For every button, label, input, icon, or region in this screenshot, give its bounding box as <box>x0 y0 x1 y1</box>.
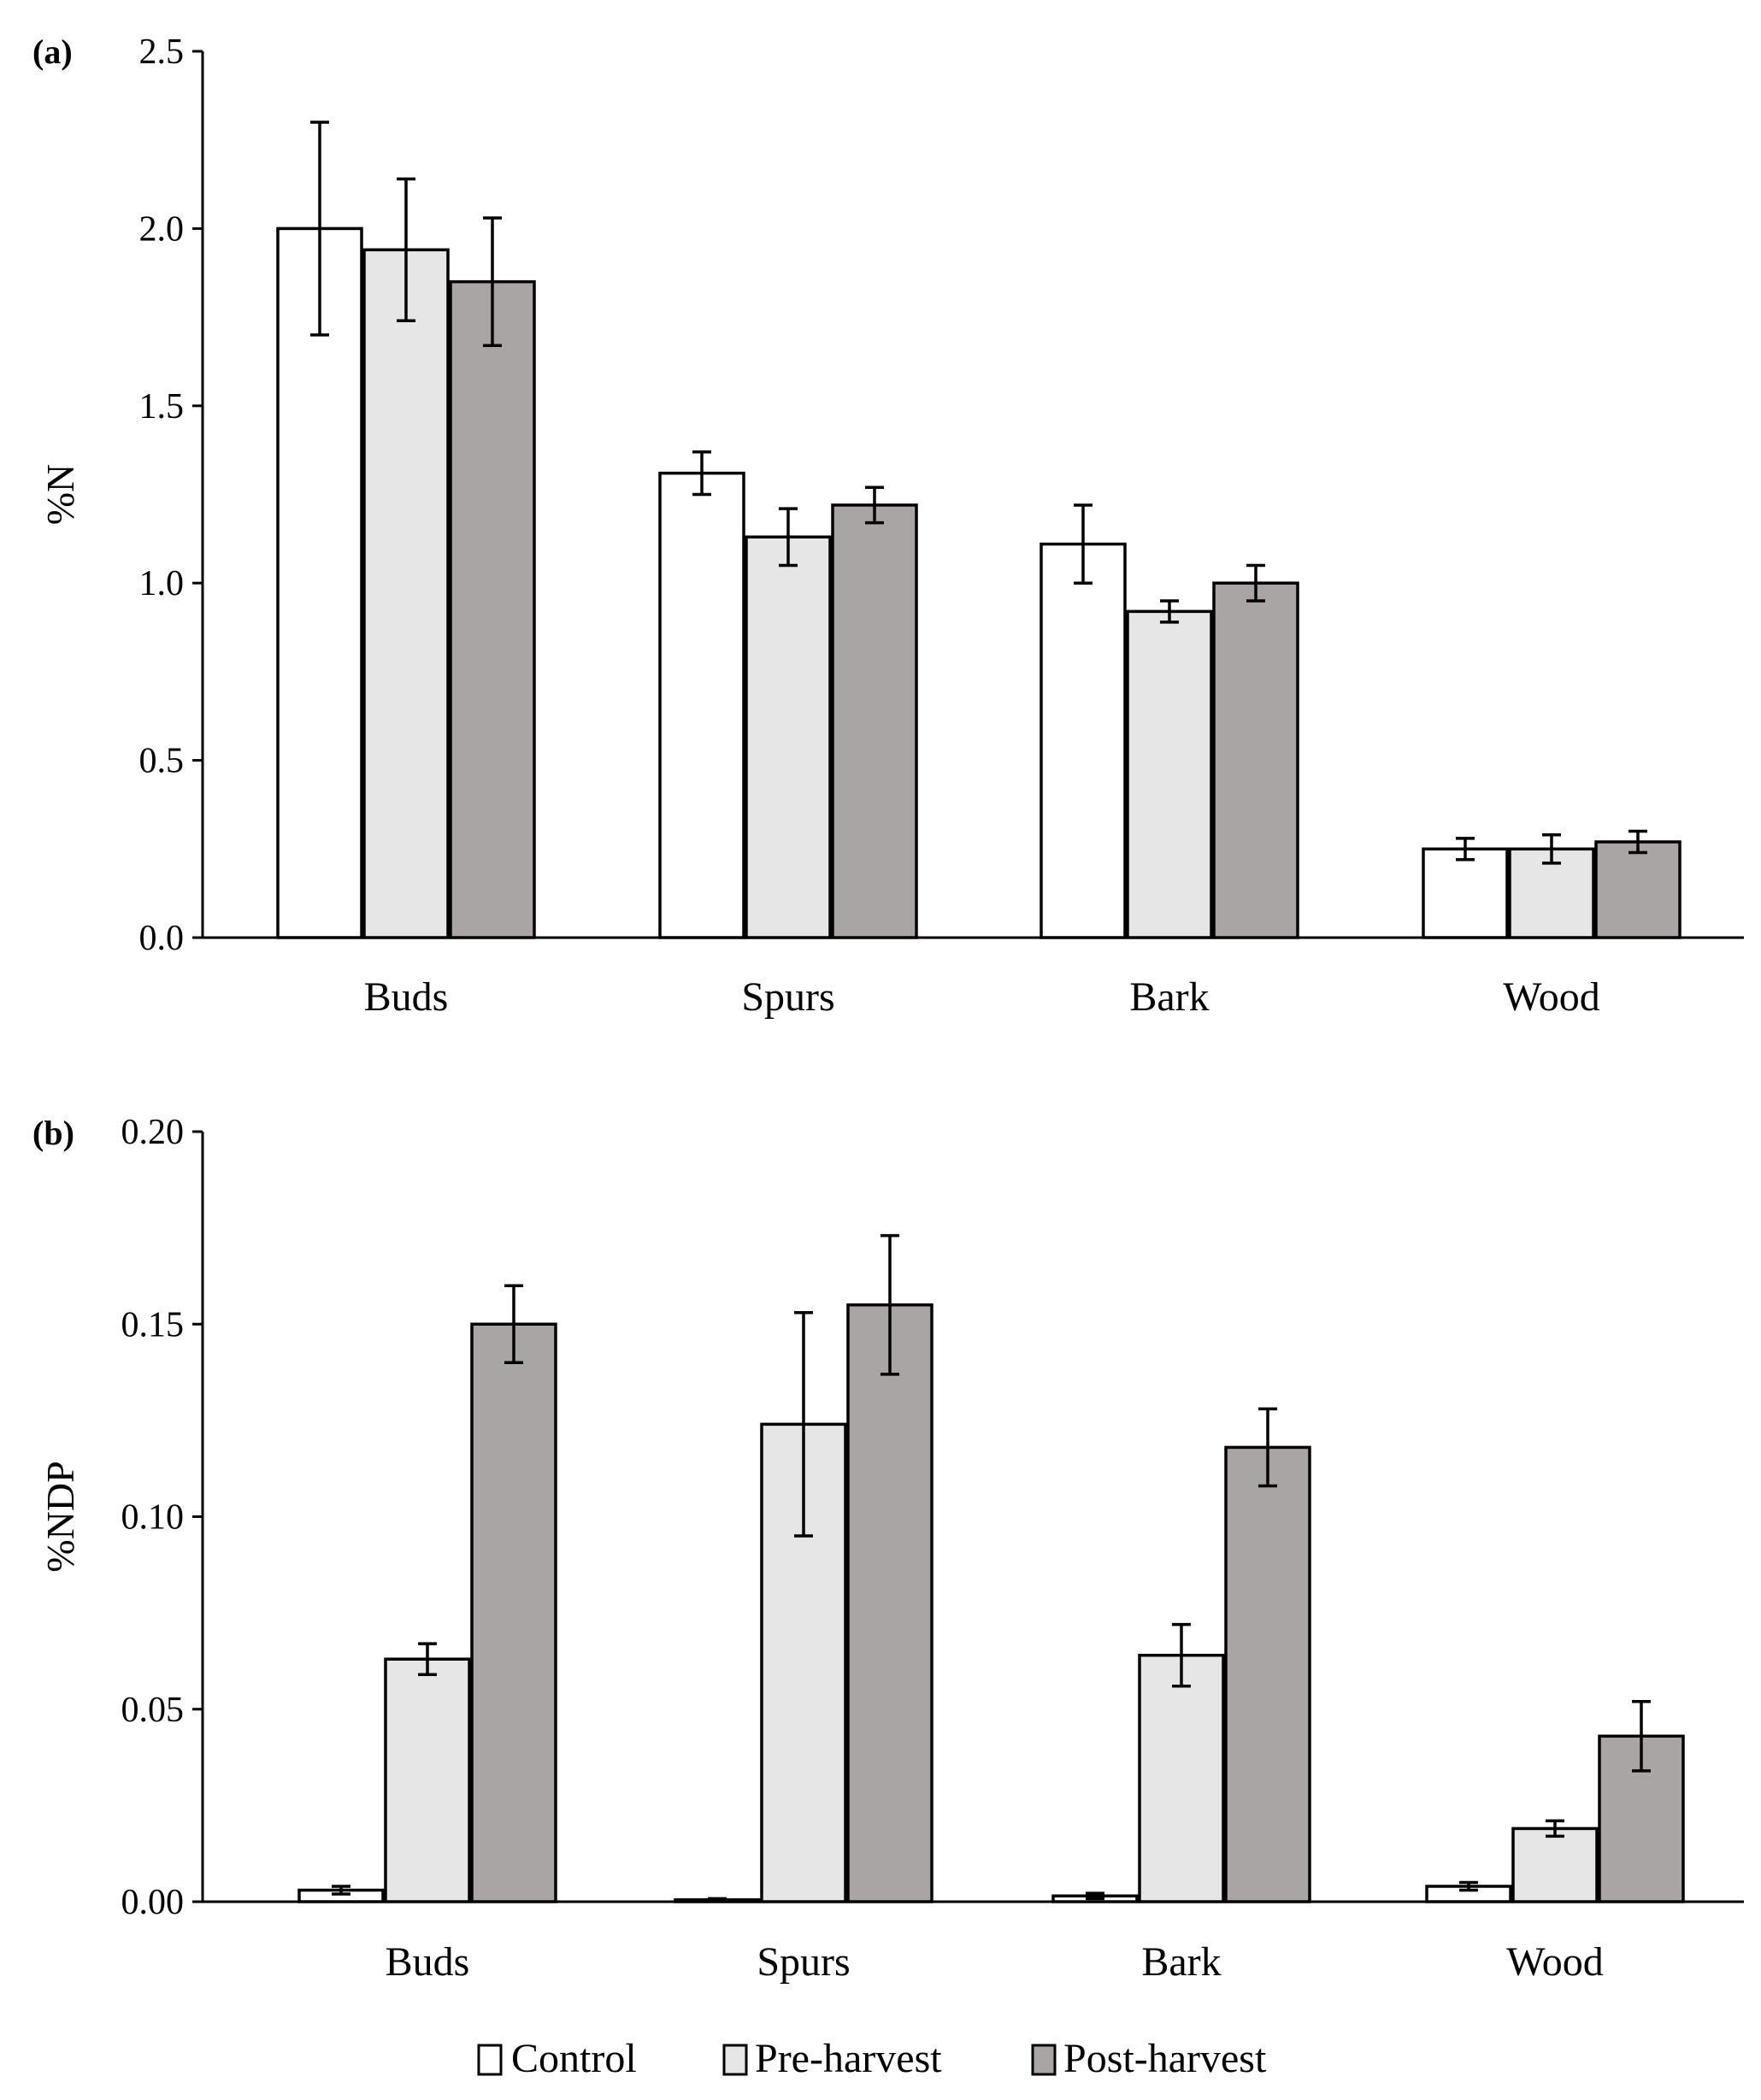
error-bar-b-buds-post-harvest <box>504 1284 523 1365</box>
bar-a-bark-pre-harvest <box>1126 609 1213 939</box>
bar-a-spurs-post-harvest <box>831 503 918 939</box>
legend: Control Pre-harvest Post-harvest <box>477 2036 1267 2081</box>
error-bar-b-spurs-control <box>708 1897 727 1903</box>
x-category-label-b-bark: Bark <box>1141 1939 1221 1985</box>
x-category-label-b-wood: Wood <box>1506 1939 1603 1985</box>
y-tick-label-b-2: 0.10 <box>121 1498 185 1538</box>
error-bar-a-wood-control <box>1456 837 1475 862</box>
legend-swatch-pre-harvest <box>722 2044 748 2076</box>
error-bar-b-spurs-post-harvest <box>880 1233 899 1376</box>
y-tick-label-b-1: 0.05 <box>121 1691 185 1730</box>
legend-swatch-post-harvest <box>1031 2044 1057 2076</box>
error-bar-b-bark-post-harvest <box>1258 1407 1277 1488</box>
x-category-label-a-wood: Wood <box>1503 974 1599 1020</box>
bar-b-wood-pre-harvest <box>1511 1826 1599 1903</box>
bar-a-bark-post-harvest <box>1212 581 1299 939</box>
panel-a-chart: (a) %N 0.0 0.5 1.0 1.5 2.0 2.5 Buds Spurs Bark Wood <box>32 32 1744 1020</box>
error-bar-b-bark-pre-harvest <box>1172 1622 1191 1688</box>
error-bar-a-buds-post-harvest <box>483 216 502 348</box>
legend-label-pre-harvest: Pre-harvest <box>755 2036 942 2081</box>
error-bar-b-wood-control <box>1459 1880 1478 1892</box>
error-bar-a-spurs-pre-harvest <box>779 507 798 568</box>
error-bar-b-wood-pre-harvest <box>1546 1819 1564 1838</box>
y-axis-label-a: %N <box>38 464 82 526</box>
x-category-label-a-bark: Bark <box>1129 974 1209 1020</box>
bar-a-wood-control <box>1422 847 1509 939</box>
y-tick-label-a-2: 1.0 <box>139 564 185 603</box>
bar-b-bark-post-harvest <box>1224 1445 1311 1903</box>
x-category-label-a-spurs: Spurs <box>741 974 834 1020</box>
error-bar-a-buds-pre-harvest <box>397 177 415 322</box>
error-bar-a-bark-pre-harvest <box>1160 599 1179 624</box>
y-tick-label-a-0: 0.0 <box>139 919 185 958</box>
error-bar-b-spurs-pre-harvest <box>794 1310 813 1538</box>
y-tick-label-b-0: 0.00 <box>121 1883 185 1922</box>
y-tick-label-b-3: 0.15 <box>121 1305 185 1344</box>
bar-a-bark-control <box>1040 542 1127 939</box>
panel-b-chart: (b) %NDP 0.00 0.05 0.10 0.15 0.20 Buds Spurs Bark… <box>32 1113 1744 1985</box>
y-axis-label-b: %NDP <box>38 1461 82 1572</box>
y-tick-label-b-4: 0.20 <box>121 1113 185 1152</box>
error-bar-a-wood-pre-harvest <box>1542 832 1561 865</box>
bar-b-buds-post-harvest <box>470 1322 557 1903</box>
error-bar-a-bark-post-harvest <box>1246 563 1265 603</box>
error-bar-b-bark-control <box>1086 1891 1104 1901</box>
bar-a-buds-post-harvest <box>449 279 536 939</box>
bar-a-spurs-control <box>658 471 745 939</box>
y-tick-label-a-5: 2.5 <box>139 32 185 72</box>
error-bar-a-wood-post-harvest <box>1628 829 1647 855</box>
bar-b-spurs-post-harvest <box>846 1303 934 1903</box>
bar-a-spurs-pre-harvest <box>745 535 832 939</box>
legend-label-post-harvest: Post-harvest <box>1063 2036 1267 2081</box>
error-bar-b-wood-post-harvest <box>1632 1699 1651 1773</box>
bar-b-bark-pre-harvest <box>1138 1653 1225 1903</box>
error-bar-a-bark-control <box>1074 503 1093 585</box>
y-tick-label-a-4: 2.0 <box>139 209 185 249</box>
bar-a-buds-pre-harvest <box>362 248 450 939</box>
error-bar-a-buds-control <box>310 121 329 337</box>
panel-label-a: (a) <box>32 32 73 71</box>
legend-label-control: Control <box>511 2036 637 2081</box>
bar-a-wood-post-harvest <box>1594 840 1681 939</box>
bar-a-buds-control <box>276 226 363 939</box>
y-tick-label-a-3: 1.5 <box>139 387 185 426</box>
x-category-label-a-buds: Buds <box>364 974 449 1020</box>
error-bar-a-spurs-post-harvest <box>865 485 884 525</box>
x-category-label-b-spurs: Spurs <box>757 1939 850 1985</box>
x-category-label-b-buds: Buds <box>386 1939 470 1985</box>
error-bar-b-buds-control <box>332 1885 350 1896</box>
error-bar-b-buds-pre-harvest <box>418 1642 437 1676</box>
error-bar-a-spurs-control <box>692 450 711 497</box>
legend-swatch-control <box>477 2044 503 2076</box>
y-tick-label-a-1: 0.5 <box>139 742 185 781</box>
panel-label-b: (b) <box>32 1114 74 1152</box>
bar-b-buds-pre-harvest <box>384 1657 471 1903</box>
